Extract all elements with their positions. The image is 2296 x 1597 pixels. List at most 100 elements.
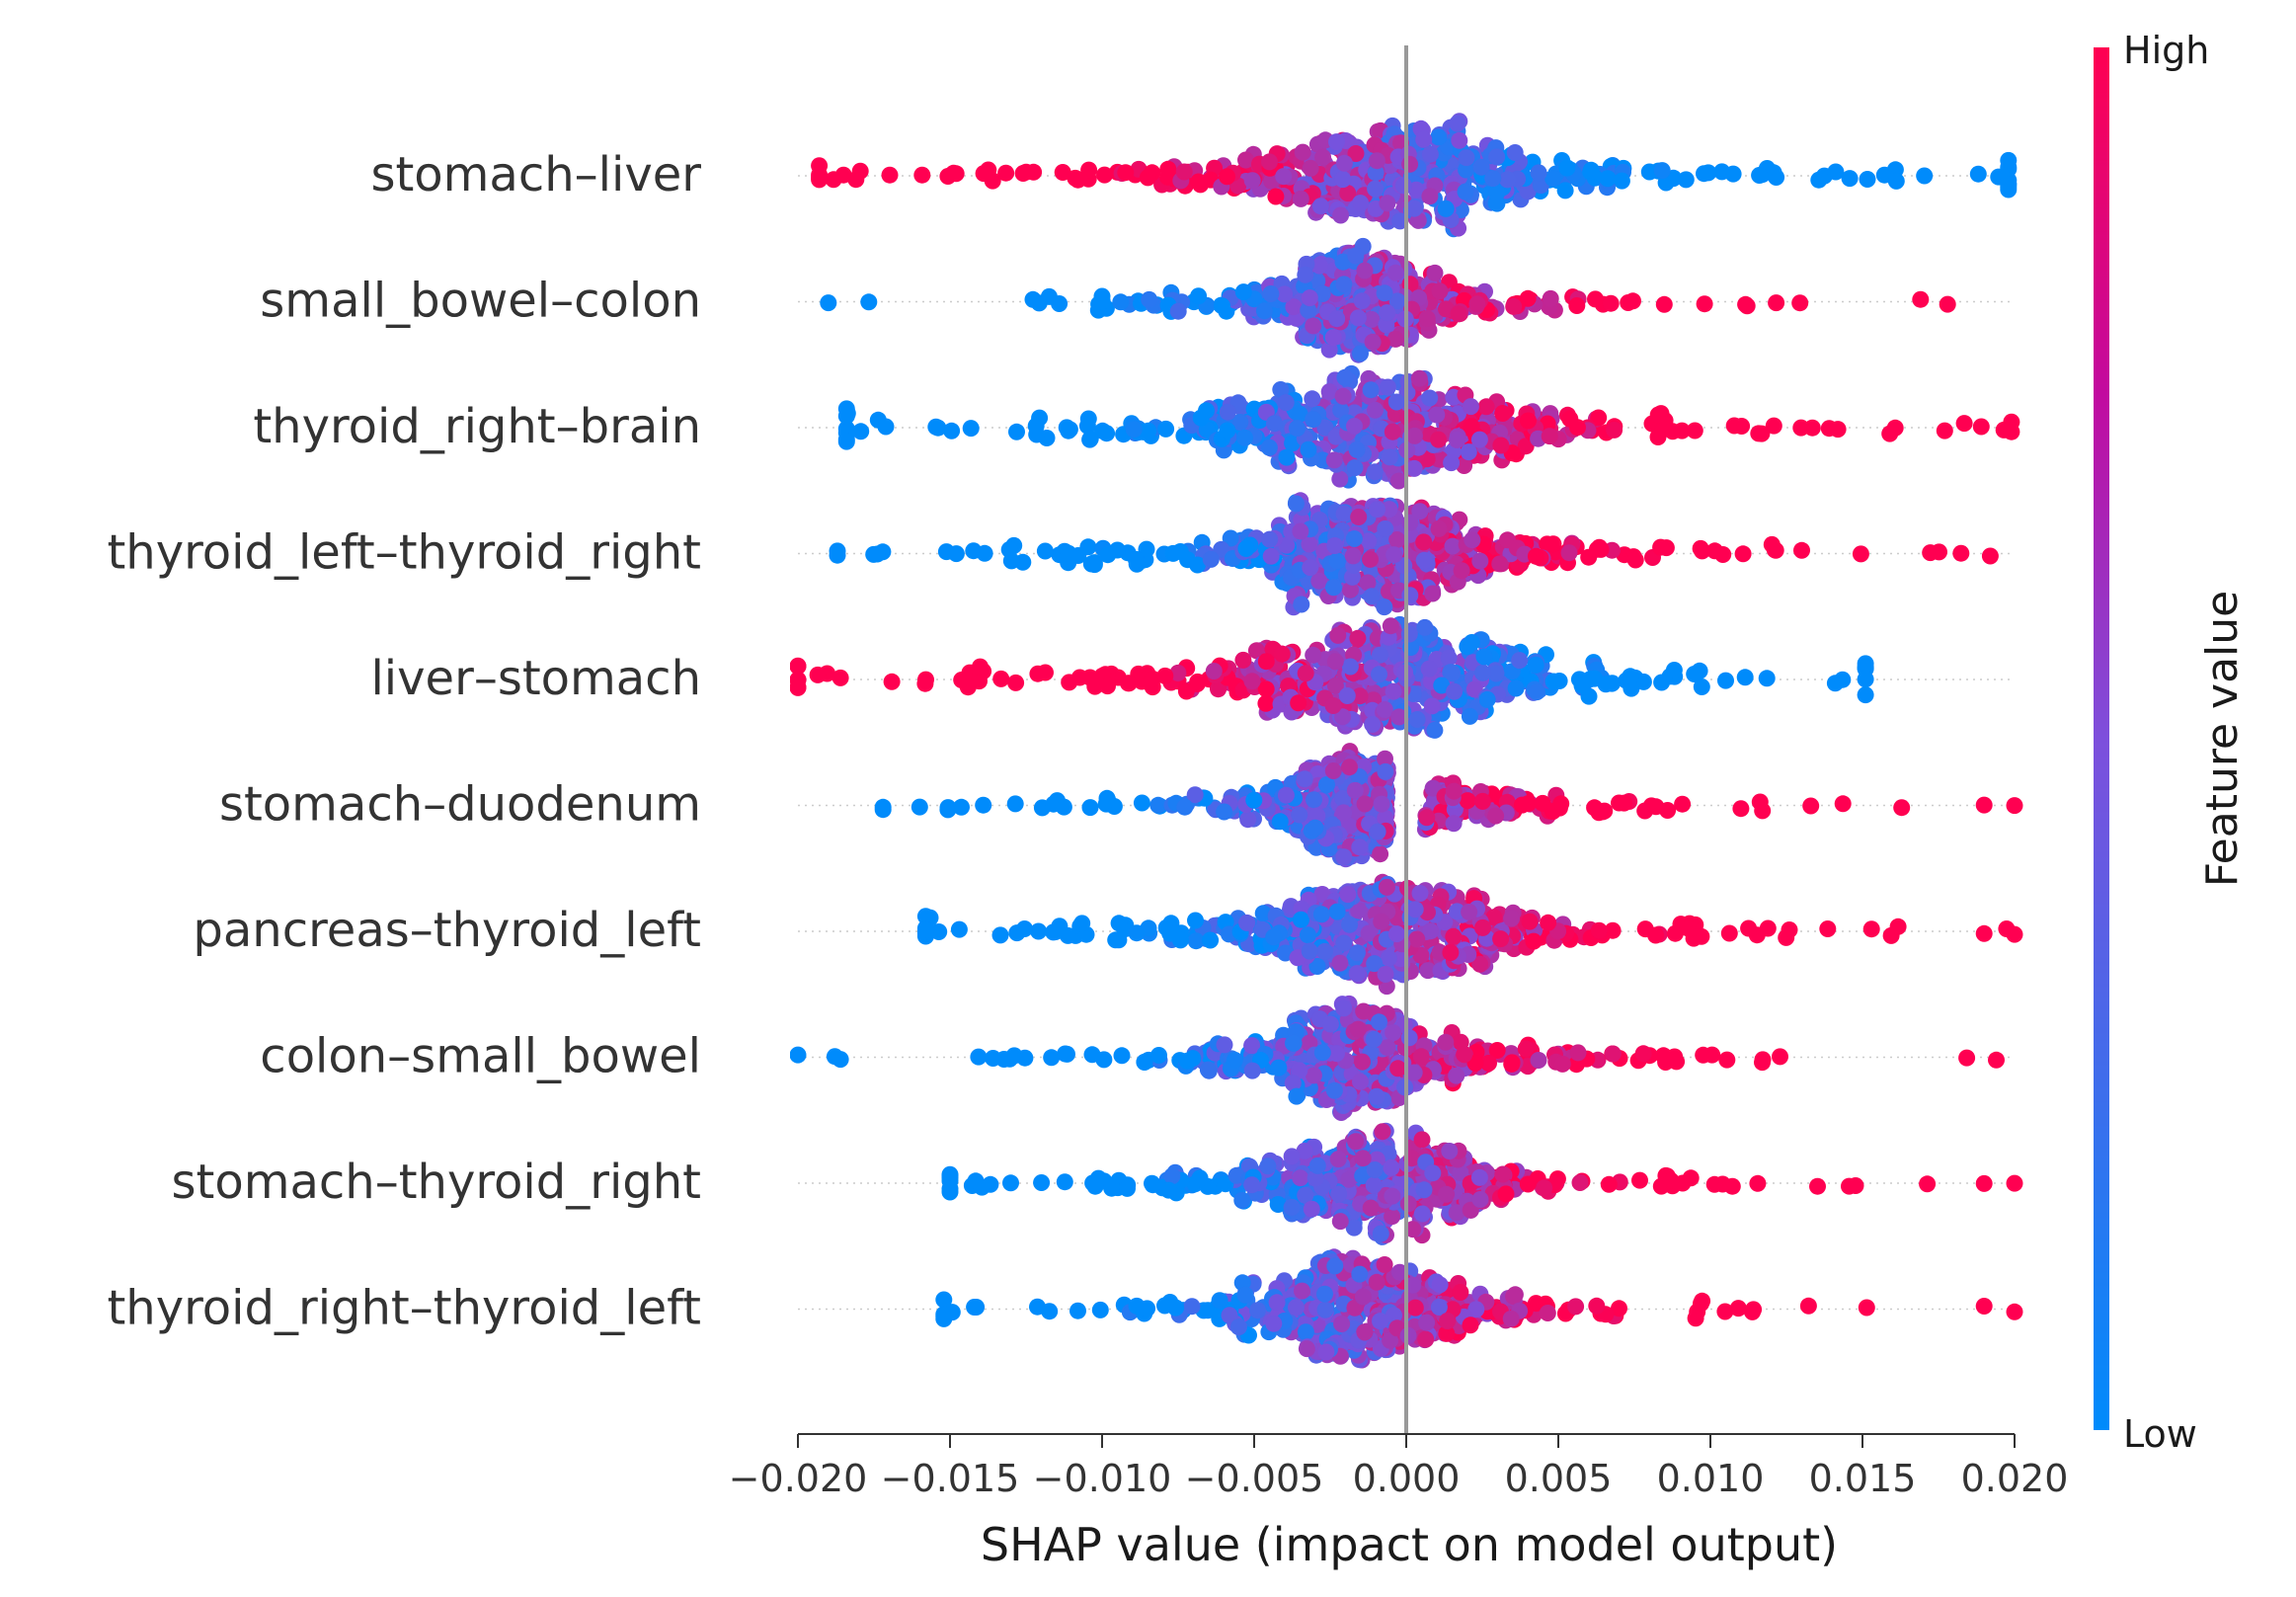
data-point <box>1229 177 1247 195</box>
data-point <box>1448 432 1465 448</box>
data-point <box>1187 912 1204 929</box>
data-point <box>1679 919 1697 937</box>
data-point <box>1314 148 1332 166</box>
data-point <box>1465 680 1483 698</box>
data-point <box>1210 680 1227 698</box>
data-point <box>1647 798 1665 816</box>
data-point <box>1437 1033 1455 1051</box>
data-point <box>1792 419 1810 437</box>
data-point <box>1292 190 1309 207</box>
data-point <box>1372 1225 1389 1242</box>
data-point <box>1371 666 1387 683</box>
data-point <box>1673 422 1691 439</box>
data-point <box>1528 683 1545 701</box>
data-point <box>1405 1064 1423 1081</box>
data-point <box>1492 930 1510 948</box>
data-point <box>1254 905 1272 922</box>
data-point <box>1005 1047 1023 1065</box>
data-point <box>1099 546 1117 564</box>
data-point <box>1693 927 1710 945</box>
data-point <box>1623 679 1640 697</box>
data-point <box>2006 797 2023 815</box>
data-point <box>1277 786 1295 804</box>
data-point <box>1520 412 1537 430</box>
data-point <box>1394 177 1412 195</box>
data-point <box>1243 172 1261 190</box>
data-point <box>1288 1087 1306 1105</box>
data-point <box>1401 155 1419 173</box>
data-point <box>1332 401 1350 419</box>
data-point <box>1809 1177 1826 1195</box>
data-point <box>1497 1185 1515 1203</box>
feature-label: stomach–thyroid_right <box>172 1155 701 1210</box>
data-point <box>1349 1020 1367 1038</box>
data-point <box>916 920 934 938</box>
data-point <box>1219 403 1236 421</box>
data-point <box>1488 184 1506 201</box>
data-point <box>1705 1175 1723 1193</box>
data-point <box>1472 158 1490 176</box>
data-point <box>1613 172 1630 190</box>
data-point <box>1262 285 1280 302</box>
data-point <box>1410 369 1428 387</box>
data-point <box>1328 310 1346 328</box>
data-point <box>881 166 899 184</box>
data-point <box>1478 690 1496 708</box>
data-point <box>1199 1061 1217 1078</box>
data-point <box>1413 1205 1431 1223</box>
data-point <box>1335 505 1353 522</box>
data-point <box>790 1046 807 1064</box>
data-point <box>1069 171 1087 189</box>
data-point <box>1569 1044 1587 1062</box>
data-point <box>1373 795 1390 813</box>
data-point <box>1438 1185 1456 1203</box>
data-point <box>1443 454 1461 472</box>
data-point <box>941 1180 959 1198</box>
data-point <box>1056 1173 1073 1191</box>
data-point <box>1475 648 1493 666</box>
data-point <box>1245 791 1263 809</box>
data-point <box>1376 701 1393 718</box>
data-point <box>1216 803 1233 821</box>
data-point <box>1294 143 1311 161</box>
data-point <box>1586 799 1604 817</box>
data-point <box>1339 185 1357 202</box>
data-point <box>1016 920 1033 937</box>
data-point <box>1328 1045 1345 1063</box>
data-point <box>1406 427 1423 444</box>
data-point <box>1834 671 1852 688</box>
data-point <box>1400 1029 1418 1047</box>
data-point <box>1306 791 1322 809</box>
data-point <box>1329 626 1347 644</box>
data-point <box>1506 144 1524 161</box>
data-point <box>1386 330 1404 348</box>
data-point <box>1421 188 1439 205</box>
data-point <box>1335 154 1353 172</box>
data-point <box>1128 924 1146 942</box>
data-point <box>1379 195 1396 212</box>
data-point <box>1626 551 1644 569</box>
data-point <box>1360 924 1378 942</box>
data-point <box>1306 1169 1324 1187</box>
data-point <box>1320 383 1338 401</box>
data-point <box>1291 1062 1308 1079</box>
data-point <box>970 1048 988 1066</box>
data-point <box>1857 671 1874 688</box>
data-point <box>1367 401 1384 419</box>
data-point <box>1308 958 1326 975</box>
data-point <box>1099 678 1116 695</box>
data-point <box>1477 398 1495 416</box>
data-point <box>1424 585 1442 602</box>
data-point <box>1243 1062 1261 1079</box>
data-point <box>1421 389 1439 407</box>
data-point <box>1413 1131 1431 1149</box>
data-point <box>1430 431 1448 448</box>
data-point <box>1311 198 1329 215</box>
data-point <box>973 1178 990 1196</box>
data-point <box>1768 294 1785 312</box>
data-point <box>1634 1045 1652 1063</box>
data-point <box>1377 750 1393 767</box>
data-point <box>1234 651 1252 669</box>
data-point <box>1373 913 1390 930</box>
data-point <box>1470 1168 1488 1186</box>
